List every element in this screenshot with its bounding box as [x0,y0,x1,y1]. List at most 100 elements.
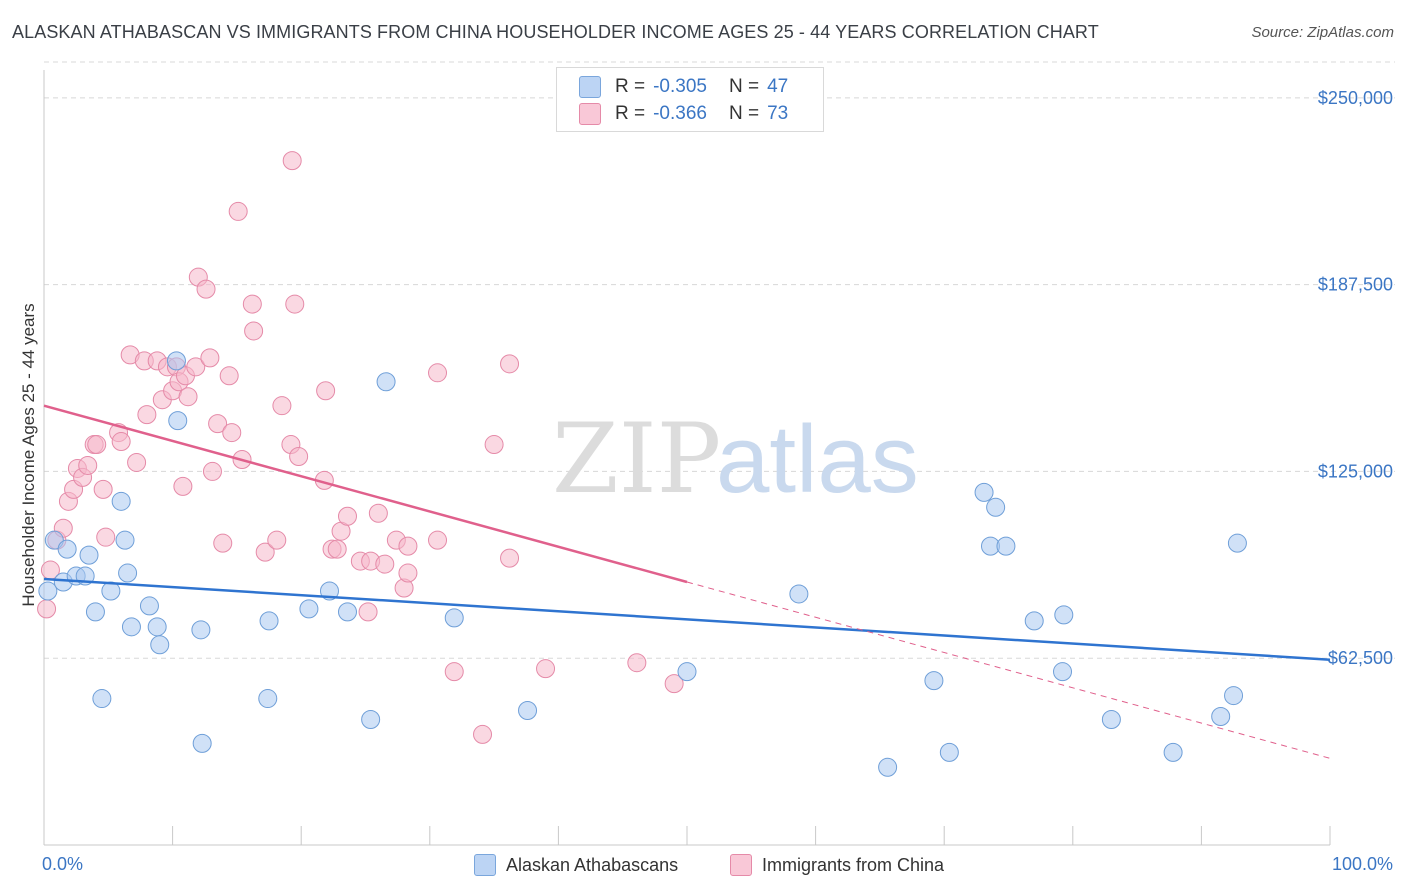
point-immigrants-from-china [289,446,309,466]
point-immigrants-from-china [368,503,388,523]
x-tick-label: 100.0% [1332,854,1393,874]
point-immigrants-from-china [316,381,336,401]
series-alaskan-athabascans [38,351,1247,777]
y-axis-label: Householder Income Ages 25 - 44 years [19,303,38,606]
point-alaskan-athabascans [191,620,211,640]
trend-line-alaskan-athabascans [43,577,1331,661]
point-alaskan-athabascans [444,608,464,628]
trend-line-immigrants-from-china [43,404,688,584]
point-alaskan-athabascans [79,545,99,565]
point-immigrants-from-china [196,279,216,299]
legend-swatch-pink [579,103,601,125]
point-alaskan-athabascans [115,530,135,550]
point-immigrants-from-china [255,542,275,562]
point-immigrants-from-china [127,452,147,472]
point-alaskan-athabascans [1054,605,1074,625]
grid-lines [44,61,1395,659]
point-immigrants-from-china [375,554,395,574]
point-immigrants-from-china [37,599,57,619]
bottom-legend-immigrants-from-china: Immigrants from China [730,852,944,878]
point-immigrants-from-china [202,461,222,481]
series-immigrants-from-china [37,151,684,744]
y-tick-label: $187,500 [1318,275,1393,295]
point-immigrants-from-china [219,366,239,386]
watermark-zip: ZIP [552,403,721,515]
point-alaskan-athabascans [1101,709,1121,729]
point-immigrants-from-china [200,348,220,368]
tick-labels: $62,500 $125,000 $187,500 $250,000 0.0% 100.0… [42,88,1393,874]
point-alaskan-athabascans [259,611,279,631]
source-label: Source: ZipAtlas.com [1251,24,1394,41]
point-immigrants-from-china [285,294,305,314]
point-immigrants-from-china [500,548,520,568]
point-alaskan-athabascans [166,351,186,371]
point-alaskan-athabascans [150,635,170,655]
point-immigrants-from-china [272,396,292,416]
point-alaskan-athabascans [1053,662,1073,682]
point-immigrants-from-china [228,201,248,221]
point-immigrants-from-china [282,151,302,171]
point-immigrants-from-china [444,662,464,682]
point-immigrants-from-china [358,602,378,622]
point-immigrants-from-china [186,357,206,377]
watermark-atlas: atlas [716,406,919,513]
point-immigrants-from-china [627,653,647,673]
point-immigrants-from-china [78,455,98,475]
point-immigrants-from-china [96,527,116,547]
point-alaskan-athabascans [38,581,58,601]
x-tick-label: 0.0% [42,854,83,874]
point-alaskan-athabascans [974,482,994,502]
point-alaskan-athabascans [1224,686,1244,706]
point-alaskan-athabascans [878,757,898,777]
legend-r-value: -0.366 [653,103,707,124]
point-alaskan-athabascans [1024,611,1044,631]
point-alaskan-athabascans [1163,742,1183,762]
y-tick-label: $125,000 [1318,461,1393,481]
legend-series-name: Alaskan Athabascans [506,854,679,875]
y-tick-label: $62,500 [1328,648,1393,668]
point-alaskan-athabascans [361,709,381,729]
legend-r-value: -0.305 [653,76,707,97]
point-immigrants-from-china [213,533,233,553]
point-immigrants-from-china [137,405,157,425]
point-alaskan-athabascans [924,671,944,691]
point-immigrants-from-china [664,674,684,694]
legend-n-label: N = [728,103,760,124]
point-immigrants-from-china [536,659,556,679]
point-alaskan-athabascans [789,584,809,604]
point-immigrants-from-china [178,387,198,407]
point-immigrants-from-china [500,354,520,374]
point-alaskan-athabascans [518,701,538,721]
legend-n-value: 73 [767,103,789,124]
axes [43,70,1331,846]
point-immigrants-from-china [111,432,131,452]
legend-swatch-pink [730,854,752,876]
point-immigrants-from-china [428,530,448,550]
legend-series-name: Immigrants from China [762,854,945,875]
point-alaskan-athabascans [118,563,138,583]
legend-n-label: N = [728,76,760,97]
point-alaskan-athabascans [939,742,959,762]
point-immigrants-from-china [473,724,493,744]
point-immigrants-from-china [208,414,228,434]
point-alaskan-athabascans [337,602,357,622]
trend-lines [43,404,1331,759]
point-alaskan-athabascans [111,491,131,511]
legend-row-immigrants-from-china: R = -0.366 N = 73 [579,101,788,127]
y-tick-label: $250,000 [1318,88,1393,108]
legend-r-label: R = [615,103,646,124]
point-immigrants-from-china [398,536,418,556]
point-alaskan-athabascans [121,617,141,637]
point-immigrants-from-china [173,476,193,496]
point-immigrants-from-china [244,321,264,341]
point-immigrants-from-china [398,563,418,583]
legend-row-alaskan-athabascans: R = -0.305 N = 47 [579,74,788,100]
point-alaskan-athabascans [1211,706,1231,726]
point-immigrants-from-china [87,435,107,455]
point-alaskan-athabascans [996,536,1016,556]
watermark: ZIP atlas [552,403,919,515]
legend-swatch-blue [474,854,496,876]
point-alaskan-athabascans [57,539,77,559]
point-alaskan-athabascans [986,497,1006,517]
point-alaskan-athabascans [139,596,159,616]
